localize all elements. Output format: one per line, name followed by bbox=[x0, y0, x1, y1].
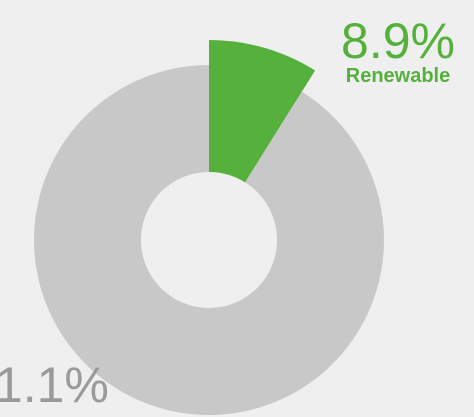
category-label: Renewable bbox=[346, 65, 450, 87]
value-label: 8.9% bbox=[341, 13, 455, 69]
value-label: 91.1% bbox=[0, 357, 109, 413]
slice bbox=[209, 40, 316, 183]
slice bbox=[33, 64, 385, 416]
